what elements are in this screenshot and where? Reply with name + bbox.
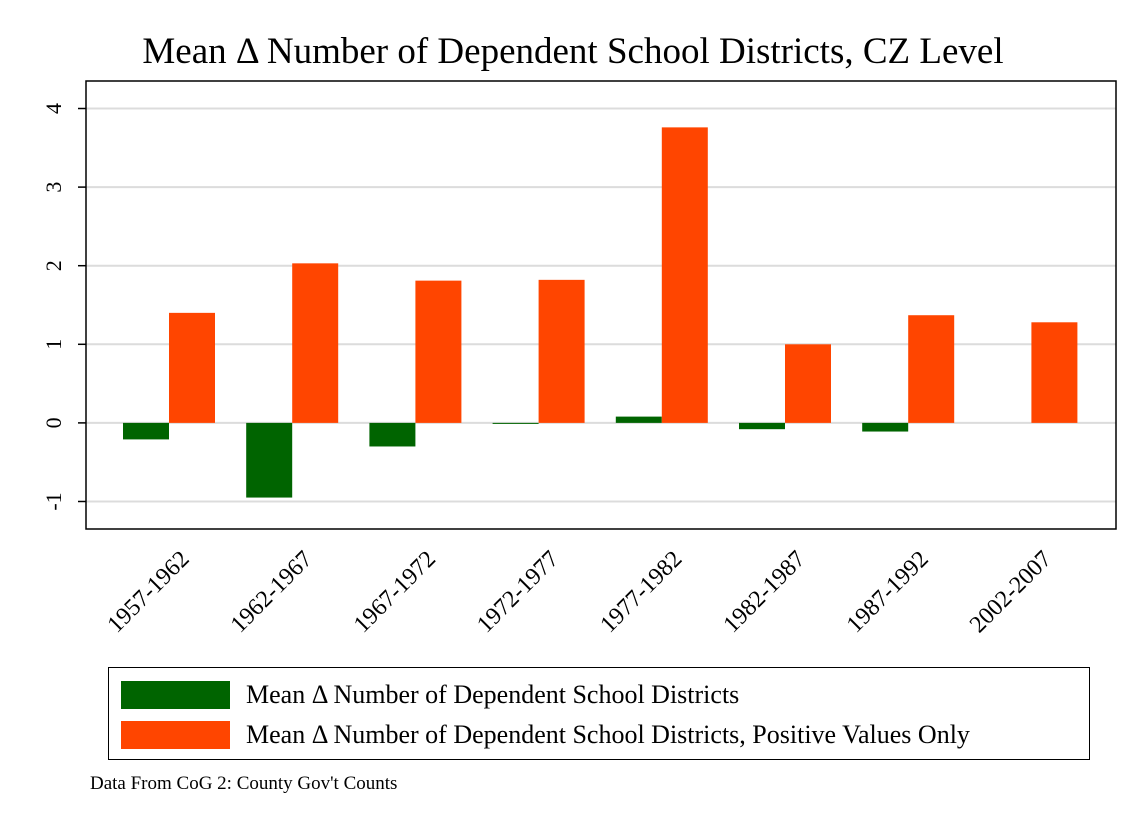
x-tick-label: 2002-2007	[965, 546, 1057, 638]
legend-label-series-2: Mean Δ Number of Dependent School Distri…	[246, 720, 970, 749]
legend-swatch-series-2	[121, 721, 230, 749]
bars	[123, 127, 1078, 498]
chart-title: Mean Δ Number of Dependent School Distri…	[142, 31, 1004, 72]
bar-series-1-1987-1992	[862, 422, 909, 432]
plot-frame	[85, 80, 1117, 530]
bar-series-2-1962-1967	[292, 263, 339, 423]
y-tick-label: 4	[41, 103, 66, 114]
x-tick-label: 1967-1972	[349, 546, 441, 638]
y-axis-ticks: -1 0 1 2 3 4	[41, 103, 86, 511]
bar-series-2-1977-1982	[661, 127, 708, 423]
bar-series-2-2002-2007	[1031, 322, 1078, 423]
bar-series-2-1972-1977	[538, 279, 585, 423]
legend: Mean Δ Number of Dependent School Distri…	[108, 667, 1090, 760]
y-tick-label: 0	[41, 417, 66, 428]
legend-item-series-1: Mean Δ Number of Dependent School Distri…	[121, 680, 739, 710]
x-tick-label: 1982-1987	[719, 546, 811, 638]
source-note: Data From CoG 2: County Gov't Counts	[90, 773, 398, 794]
bar-series-1-1972-1977	[492, 422, 539, 424]
bar-series-2-1967-1972	[415, 280, 462, 423]
bar-series-2-1987-1992	[908, 315, 955, 423]
legend-item-series-2: Mean Δ Number of Dependent School Distri…	[121, 720, 970, 750]
bar-series-1-1977-1982	[615, 416, 662, 423]
bar-series-1-1982-1987	[739, 422, 785, 430]
x-axis-ticks: 1957-1962 1962-1967 1967-1972 1972-1977 1977…	[103, 546, 1057, 638]
legend-swatch-series-1	[121, 681, 230, 709]
x-tick-label: 1972-1977	[472, 546, 564, 638]
x-tick-label: 1957-1962	[103, 546, 195, 638]
x-tick-label: 1962-1967	[226, 546, 318, 638]
y-tick-label: -1	[41, 492, 66, 510]
x-tick-label: 1987-1992	[842, 546, 934, 638]
bar-series-2-1957-1962	[169, 312, 215, 423]
y-tick-label: 3	[41, 182, 66, 193]
bar-series-1-1967-1972	[369, 422, 416, 447]
bar-series-2-1982-1987	[785, 344, 831, 423]
bar-series-1-1957-1962	[123, 422, 169, 440]
legend-label-series-1: Mean Δ Number of Dependent School Distri…	[246, 680, 740, 709]
gridlines	[86, 107, 1116, 503]
y-tick-label: 1	[41, 339, 66, 350]
y-tick-label: 2	[41, 260, 66, 271]
bar-series-1-1962-1967	[246, 422, 293, 498]
x-tick-label: 1977-1982	[595, 546, 687, 638]
